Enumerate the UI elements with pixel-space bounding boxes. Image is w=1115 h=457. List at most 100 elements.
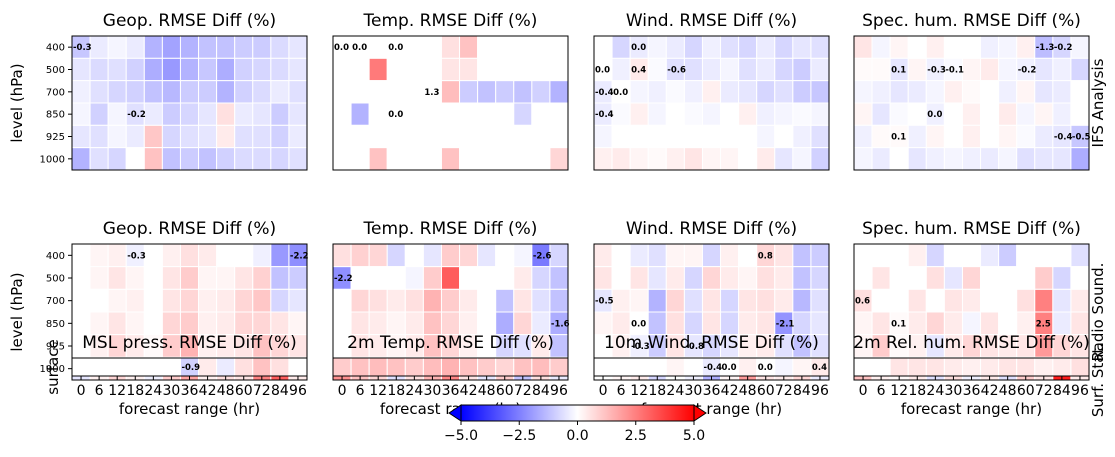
heatmap-cell [440,266,461,290]
heatmap-cell [1070,243,1090,268]
heatmap-cell [1016,80,1036,104]
heatmap-cell [611,57,631,82]
heatmap-cell [647,266,667,290]
heatmap-cell [683,124,703,149]
heatmap-cell [593,35,613,59]
heatmap-cell [404,147,424,171]
heatmap-cell [925,124,945,149]
heatmap-cell [350,357,370,377]
heatmap-cell [629,80,649,104]
heatmap-cell [943,311,963,336]
panel-title: MSL press. RMSE Diff (%) [82,333,296,353]
heatmap-cell [853,357,873,377]
heatmap-cell [738,357,758,377]
heatmap-cell [961,357,982,377]
heatmap-cell [386,80,406,104]
heatmap-cell [125,57,145,82]
x-tick-label: 36 [181,383,199,399]
heatmap-cell [611,288,631,313]
heatmap-cell [270,243,290,268]
heatmap-cell [71,266,91,290]
heatmap-cell [495,311,515,336]
heatmap-cell [368,311,388,336]
heatmap-cell [386,357,406,377]
heatmap-cell [252,102,272,126]
heatmap-cell [774,147,794,171]
heatmap-cell [549,102,569,126]
heatmap-cell [513,311,533,336]
heatmap-cell [71,243,91,268]
heatmap-cell [998,147,1018,171]
x-tick-label: 6 [617,383,626,399]
x-tick-label: 96 [550,383,568,399]
heatmap-cell [332,311,352,336]
heatmap-cell [720,57,740,82]
heatmap-cell [810,311,830,336]
heatmap-cell [216,80,236,104]
heatmap-cell [665,243,685,268]
heatmap-cell [161,57,181,82]
heatmap-cell [89,266,109,290]
x-tick-label: 84 [271,383,289,399]
heatmap-cell [161,102,181,126]
heatmap-cell [810,243,830,268]
panel-frame [593,35,830,171]
heatmap-cell [593,243,613,268]
heatmap-cell [871,288,891,313]
heatmap-cell [216,266,236,290]
heatmap-cell [549,80,569,104]
heatmap-cell [404,80,424,104]
heatmap-cell [143,102,163,126]
x-tick-label: 0 [859,383,868,399]
heatmap-cell [720,102,740,126]
heatmap-cell [350,288,370,313]
heatmap-cell [252,311,272,336]
heatmap-cell [107,35,127,59]
heatmap-cell [1034,357,1054,377]
heatmap-cell [756,266,776,290]
heatmap-cell [368,357,388,377]
panel-title: Wind. RMSE Diff (%) [626,11,797,31]
heatmap-cell [71,357,91,377]
heatmap-cell [943,357,963,377]
heatmap-cell [179,147,200,171]
heatmap-cell [871,35,891,59]
heatmap-cell [216,311,236,336]
heatmap-cell [270,57,290,82]
heatmap-cell [404,124,424,149]
heatmap-cell [853,102,873,126]
cell-value-label: 0.0 [595,66,610,76]
heatmap-cell [1016,124,1036,149]
heatmap-cell [647,80,667,104]
heatmap-cell [1034,80,1054,104]
heatmap-cell [513,288,533,313]
heatmap-cell [611,35,631,59]
heatmap-cell [998,80,1018,104]
heatmap-cell [998,57,1018,82]
panel-title: 2m Temp. RMSE Diff (%) [347,333,554,353]
x-tick-label: 36 [442,383,460,399]
heatmap-cell [980,266,1000,290]
heatmap-cell [611,311,631,336]
heatmap-cell [980,57,1000,82]
heatmap-cell [1052,266,1072,290]
heatmap-cell [889,80,909,104]
heatmap-cell [107,266,127,290]
heatmap-cell [907,288,927,313]
heatmap-cell [980,357,1000,377]
heatmap-cell [198,80,218,104]
x-tick-label: 24 [405,383,423,399]
heatmap-cell [853,80,873,104]
heatmap-cell [386,124,406,149]
heatmap-cell [459,124,479,149]
heatmap-cell [125,288,145,313]
heatmap-cell [961,57,982,82]
heatmap-cell [593,311,613,336]
heatmap-cell [871,124,891,149]
heatmap-cell [1070,35,1090,59]
heatmap-cell [907,35,927,59]
heatmap-cell [107,311,127,336]
heatmap-cell [531,288,551,313]
heatmap-cell [216,35,236,59]
heatmap-cell [871,266,891,290]
